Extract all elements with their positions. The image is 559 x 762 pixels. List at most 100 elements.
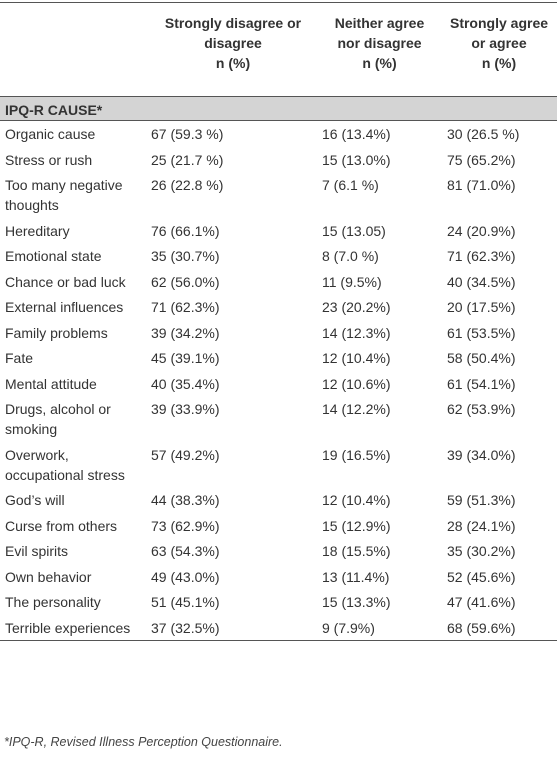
header-line: n (%) bbox=[215, 55, 251, 71]
section-label: IPQ-R CAUSE* bbox=[0, 96, 557, 121]
header-line: disagree bbox=[204, 35, 262, 51]
table-row: Curse from others 73 (62.9%) 15 (12.9%) 28 … bbox=[0, 513, 557, 539]
cell: 39 (34.0%) bbox=[447, 446, 516, 463]
table-row: The personality 51 (45.1%) 15 (13.3%) 47 (4… bbox=[0, 589, 557, 615]
cell: 26 (22.8 %) bbox=[151, 177, 224, 193]
header-cell: Strongly disagree or disagree n (%) bbox=[148, 3, 318, 97]
cell: 57 (49.2%) bbox=[151, 446, 220, 463]
header-line: or agree bbox=[471, 35, 527, 51]
row-label: External influences bbox=[5, 299, 124, 315]
header-line: n (%) bbox=[362, 55, 397, 71]
table-row: Mental attitude 40 (35.4%) 12 (10.6%) 61 (5… bbox=[0, 371, 557, 397]
header-cell: Strongly agree or agree n (%) bbox=[441, 3, 557, 97]
row-label: Terrible experiences bbox=[5, 619, 131, 636]
cell: 28 (24.1%) bbox=[447, 517, 516, 534]
table-row: God’s will 44 (38.3%) 12 (10.4%) 59 (51.3%) bbox=[0, 487, 557, 513]
footnote: *IPQ-R, Revised Illness Perception Quest… bbox=[4, 735, 283, 749]
cell: 62 (53.9%) bbox=[447, 401, 516, 417]
cell: 11 (9.5%) bbox=[322, 273, 382, 290]
row-label: Hereditary bbox=[5, 222, 70, 239]
cell: 8 (7.0 %) bbox=[322, 248, 379, 264]
cell: 19 (16.5%) bbox=[322, 446, 391, 463]
cell: 37 (32.5%) bbox=[151, 619, 220, 636]
cell: 24 (20.9%) bbox=[447, 222, 516, 239]
row-label: Mental attitude bbox=[5, 375, 97, 392]
cell: 35 (30.7%) bbox=[151, 248, 220, 264]
table-row: Evil spirits 63 (54.3%) 18 (15.5%) 35 (30.2… bbox=[0, 538, 557, 564]
table-row: Chance or bad luck 62 (56.0%) 11 (9.5%) 40 … bbox=[0, 269, 557, 295]
table-row: Drugs, alcohol or smoking 39 (33.9%) 14 (1… bbox=[0, 396, 557, 442]
table-row: Organic cause 67 (59.3 %) 16 (13.4%) 30 (26… bbox=[0, 121, 557, 147]
cell: 40 (34.5%) bbox=[447, 273, 516, 290]
cell: 40 (35.4%) bbox=[151, 375, 220, 392]
header-cell: Neither agree nor disagree n (%) bbox=[318, 3, 441, 97]
cell: 25 (21.7 %) bbox=[151, 151, 224, 168]
cell: 18 (15.5%) bbox=[322, 543, 391, 559]
cell: 62 (56.0%) bbox=[151, 273, 220, 290]
header-line: n (%) bbox=[481, 55, 517, 71]
cell: 9 (7.9%) bbox=[322, 619, 375, 636]
cell: 12 (10.4%) bbox=[322, 492, 391, 508]
row-label: Stress or rush bbox=[5, 151, 93, 168]
row-label: Evil spirits bbox=[5, 543, 69, 559]
row-label: Drugs, alcohol or smoking bbox=[5, 401, 111, 437]
table-row: Stress or rush 25 (21.7 %) 15 (13.0%) 75 (6… bbox=[0, 147, 557, 173]
cell: 63 (54.3%) bbox=[151, 543, 220, 559]
cell: 58 (50.4%) bbox=[447, 350, 516, 366]
cell: 15 (13.3%) bbox=[322, 594, 391, 610]
cell: 35 (30.2%) bbox=[447, 543, 516, 559]
cell: 14 (12.3%) bbox=[322, 324, 391, 341]
table-row: Too many negative thoughts 26 (22.8 %) 7 (… bbox=[0, 172, 557, 218]
row-label: The personality bbox=[5, 594, 101, 610]
cell: 71 (62.3%) bbox=[447, 248, 516, 264]
cell: 61 (53.5%) bbox=[447, 324, 516, 341]
header-line: Neither agree bbox=[334, 15, 425, 31]
cell: 49 (43.0%) bbox=[151, 568, 220, 585]
section-row: IPQ-R CAUSE* bbox=[0, 96, 557, 121]
row-label: Chance or bad luck bbox=[5, 273, 126, 290]
cell: 47 (41.6%) bbox=[447, 594, 516, 610]
table-row: Overwork, occupational stress 57 (49.2%) 1… bbox=[0, 442, 557, 488]
header-line: Strongly disagree or bbox=[164, 15, 302, 31]
cell: 76 (66.1%) bbox=[151, 222, 220, 239]
cell: 23 (20.2%) bbox=[322, 299, 391, 315]
row-label: Curse from others bbox=[5, 517, 118, 534]
row-label: Too many negative thoughts bbox=[5, 177, 123, 213]
cell: 15 (13.05) bbox=[322, 222, 386, 239]
header-row: Strongly disagree or disagree n (%) Neither… bbox=[0, 2, 557, 97]
cell: 75 (65.2%) bbox=[447, 151, 516, 168]
cell: 52 (45.6%) bbox=[447, 568, 516, 585]
cell: 39 (34.2%) bbox=[151, 324, 220, 341]
table-body: Organic cause 67 (59.3 %) 16 (13.4%) 30 (26… bbox=[0, 121, 557, 641]
cell: 81 (71.0%) bbox=[447, 177, 516, 193]
row-label: Emotional state bbox=[5, 248, 102, 264]
cell: 67 (59.3 %) bbox=[151, 126, 224, 142]
cell: 61 (54.1%) bbox=[447, 375, 516, 392]
cell: 16 (13.4%) bbox=[322, 126, 391, 142]
table-row: Family problems 39 (34.2%) 14 (12.3%) 61 (5… bbox=[0, 320, 557, 346]
row-label: God’s will bbox=[5, 492, 65, 508]
cell: 44 (38.3%) bbox=[151, 492, 220, 508]
table-row: Hereditary 76 (66.1%) 15 (13.05) 24 (20.9%) bbox=[0, 218, 557, 244]
row-label: Organic cause bbox=[5, 126, 96, 142]
cell: 15 (12.9%) bbox=[322, 517, 391, 534]
table-row: Emotional state 35 (30.7%) 8 (7.0 %) 71 (62… bbox=[0, 243, 557, 269]
cell: 71 (62.3%) bbox=[151, 299, 220, 315]
cell: 7 (6.1 %) bbox=[322, 177, 379, 193]
cell: 20 (17.5%) bbox=[447, 299, 516, 315]
row-label: Family problems bbox=[5, 324, 108, 341]
cell: 30 (26.5 %) bbox=[447, 126, 520, 142]
cell: 51 (45.1%) bbox=[151, 594, 220, 610]
table-row: Own behavior 49 (43.0%) 13 (11.4%) 52 (45.6… bbox=[0, 564, 557, 590]
cell: 59 (51.3%) bbox=[447, 492, 516, 508]
cell: 14 (12.2%) bbox=[322, 401, 391, 417]
table-row: Terrible experiences 37 (32.5%) 9 (7.9%) 68… bbox=[0, 615, 557, 641]
table: Strongly disagree or disagree n (%) Neither… bbox=[0, 2, 557, 641]
cell: 12 (10.6%) bbox=[322, 375, 391, 392]
cell: 39 (33.9%) bbox=[151, 401, 220, 417]
header-line: nor disagree bbox=[337, 35, 422, 51]
cell: 12 (10.4%) bbox=[322, 350, 391, 366]
row-label: Overwork, occupational stress bbox=[5, 446, 125, 483]
cell: 68 (59.6%) bbox=[447, 619, 516, 636]
